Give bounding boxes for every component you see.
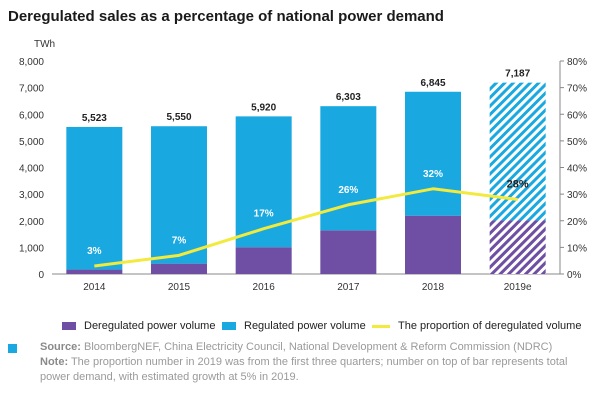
percent-label: 28% — [507, 178, 529, 190]
chart-legend: Deregulated power volume Regulated power… — [0, 320, 600, 334]
footer-source: Source: BloombergNEF, China Electricity … — [40, 340, 592, 355]
proportion-line-layer — [94, 187, 518, 268]
left-tick-label: 1,000 — [19, 243, 44, 254]
proportion-line — [94, 187, 518, 268]
right-tick-label: 20% — [567, 217, 587, 228]
total-label: 5,550 — [166, 112, 191, 123]
left-tick-label: 4,000 — [19, 164, 44, 175]
note-label: Note: — [40, 356, 69, 368]
percent-label: 3% — [87, 246, 102, 257]
legend-swatch-proportion — [372, 324, 390, 328]
legend-item-proportion: The proportion of deregulated volume — [372, 320, 581, 332]
bar-deregulated — [320, 230, 377, 274]
bar-regulated — [489, 82, 546, 221]
total-label: 5,920 — [251, 102, 276, 113]
percent-label: 17% — [254, 209, 274, 220]
bar-deregulated — [151, 263, 207, 274]
bar-regulated — [66, 126, 123, 270]
footer-marker — [8, 344, 17, 353]
x-tick-label: 2016 — [253, 282, 276, 293]
x-tick-label: 2015 — [168, 282, 191, 293]
total-label: 7,187 — [505, 69, 530, 80]
percent-label: 7% — [172, 235, 187, 246]
right-tick-label: 40% — [567, 164, 587, 175]
left-axis-unit: TWh — [34, 39, 55, 50]
source-label: Source: — [40, 341, 81, 353]
legend-label-regulated: Regulated power volume — [244, 320, 366, 332]
left-tick-label: 7,000 — [19, 84, 44, 95]
legend-label-deregulated: Deregulated power volume — [84, 320, 216, 332]
chart-title: Deregulated sales as a percentage of nat… — [8, 8, 444, 25]
total-label: 5,523 — [82, 113, 107, 124]
bar-deregulated — [489, 220, 546, 274]
x-tick-label: 2014 — [83, 282, 106, 293]
left-tick-label: 8,000 — [19, 57, 44, 68]
bar-regulated — [151, 126, 207, 264]
legend-item-regulated: Regulated power volume — [222, 320, 366, 332]
right-tick-label: 0% — [567, 270, 582, 281]
legend-swatch-regulated — [222, 322, 236, 330]
right-tick-label: 50% — [567, 137, 587, 148]
footer-note: Note: The proportion number in 2019 was … — [40, 355, 592, 385]
legend-item-deregulated: Deregulated power volume — [62, 320, 215, 332]
legend-swatch-deregulated — [62, 322, 76, 330]
bars-layer — [66, 82, 546, 274]
note-text: The proportion number in 2019 was from t… — [40, 356, 568, 383]
right-tick-label: 60% — [567, 110, 587, 121]
bar-regulated — [235, 116, 292, 248]
bar-regulated — [405, 91, 461, 216]
x-tick-label: 2017 — [337, 282, 360, 293]
percent-label: 26% — [338, 185, 358, 196]
total-label: 6,845 — [420, 78, 445, 89]
bar-deregulated — [66, 269, 123, 274]
axes-layer: TWh 0 1,000 2,000 3,000 4,000 5,000 6,000 7,000 8… — [19, 39, 587, 293]
chart-footer: Source: BloombergNEF, China Electricity … — [8, 340, 592, 385]
legend-label-proportion: The proportion of deregulated volume — [398, 320, 582, 332]
bar-deregulated — [235, 247, 292, 274]
source-text: BloombergNEF, China Electricity Council,… — [80, 341, 553, 353]
x-tick-label: 2018 — [422, 282, 445, 293]
left-tick-label: 0 — [38, 270, 44, 281]
chart-canvas: TWh 0 1,000 2,000 3,000 4,000 5,000 6,000 7,000 8… — [19, 39, 587, 293]
left-tick-label: 5,000 — [19, 137, 44, 148]
bar-deregulated — [405, 215, 461, 274]
x-tick-label: 2019e — [504, 282, 532, 293]
left-tick-label: 6,000 — [19, 110, 44, 121]
percent-label: 32% — [423, 169, 443, 180]
right-tick-label: 80% — [567, 57, 587, 68]
right-tick-label: 10% — [567, 243, 587, 254]
right-tick-label: 70% — [567, 84, 587, 95]
left-tick-label: 2,000 — [19, 217, 44, 228]
left-tick-label: 3,000 — [19, 190, 44, 201]
total-label: 6,303 — [336, 92, 361, 103]
right-tick-label: 30% — [567, 190, 587, 201]
labels-layer: 5,523 5,550 5,920 6,303 6,845 7,187 3% 7% 17% 26%… — [82, 69, 531, 257]
